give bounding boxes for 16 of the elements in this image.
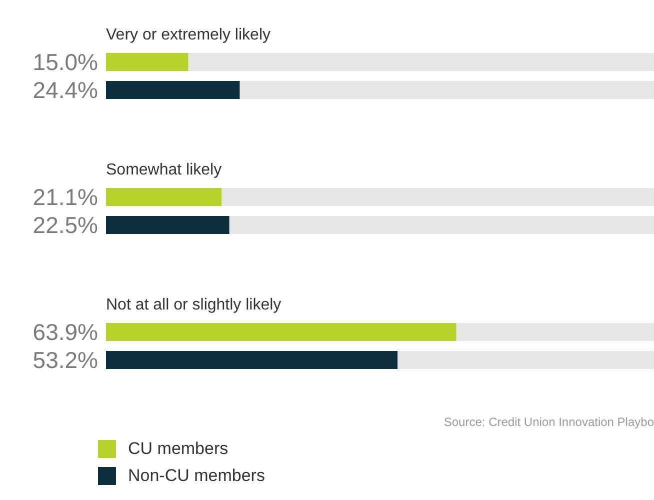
source-note: Source: Credit Union Innovation Playbo bbox=[442, 415, 654, 429]
data-label: 22.5% bbox=[32, 212, 98, 238]
bar bbox=[106, 188, 222, 206]
bar bbox=[106, 81, 240, 99]
bar bbox=[106, 216, 230, 234]
data-label: 24.4% bbox=[32, 77, 98, 103]
bar bbox=[106, 53, 188, 71]
y-tick-label: Somewhat likely bbox=[106, 162, 222, 178]
data-label: 21.1% bbox=[32, 184, 98, 210]
data-label: 53.2% bbox=[32, 347, 98, 373]
data-label: 15.0% bbox=[32, 49, 98, 75]
legend-label: CU members bbox=[128, 438, 228, 458]
y-tick-label: Very or extremely likely bbox=[106, 26, 270, 44]
y-tick-label: Not at all or slightly likely bbox=[106, 296, 282, 314]
data-label: 63.9% bbox=[32, 319, 98, 345]
legend-label: Non-CU members bbox=[128, 466, 265, 486]
